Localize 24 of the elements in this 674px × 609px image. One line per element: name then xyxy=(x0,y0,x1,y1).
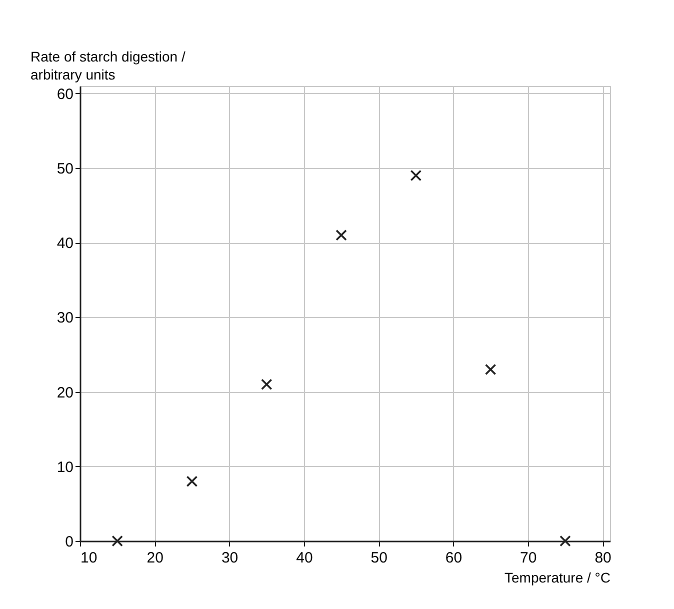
point xyxy=(560,535,571,547)
x-tick-label: 40 xyxy=(296,550,313,566)
x-tick-label: 50 xyxy=(370,550,388,566)
y-tick-label: 10 xyxy=(56,458,74,476)
x-tick-label: 20 xyxy=(146,550,164,566)
y-tick-label: 0 xyxy=(65,534,74,550)
point xyxy=(112,535,123,547)
y-tick-label: 20 xyxy=(56,384,74,402)
y-tick-label: 60 xyxy=(56,86,74,103)
x-tick-label: 10 xyxy=(80,550,98,566)
y-tick-label: 40 xyxy=(56,235,74,252)
y-tick-label: 50 xyxy=(56,160,74,178)
point xyxy=(410,170,422,182)
point xyxy=(336,230,347,241)
y-axis-title: Rate of starch digestion / arbitrary units xyxy=(30,48,186,82)
x-tick-label: 30 xyxy=(221,550,238,566)
x-tick-label: 80 xyxy=(594,550,612,566)
y-tick-label: 30 xyxy=(56,310,74,327)
point xyxy=(186,476,198,487)
point xyxy=(484,364,496,376)
x-tick-label: 70 xyxy=(520,550,537,566)
x-axis-title: Temperature / °C xyxy=(504,570,610,586)
point xyxy=(260,378,272,390)
x-tick-label: 60 xyxy=(445,550,462,566)
